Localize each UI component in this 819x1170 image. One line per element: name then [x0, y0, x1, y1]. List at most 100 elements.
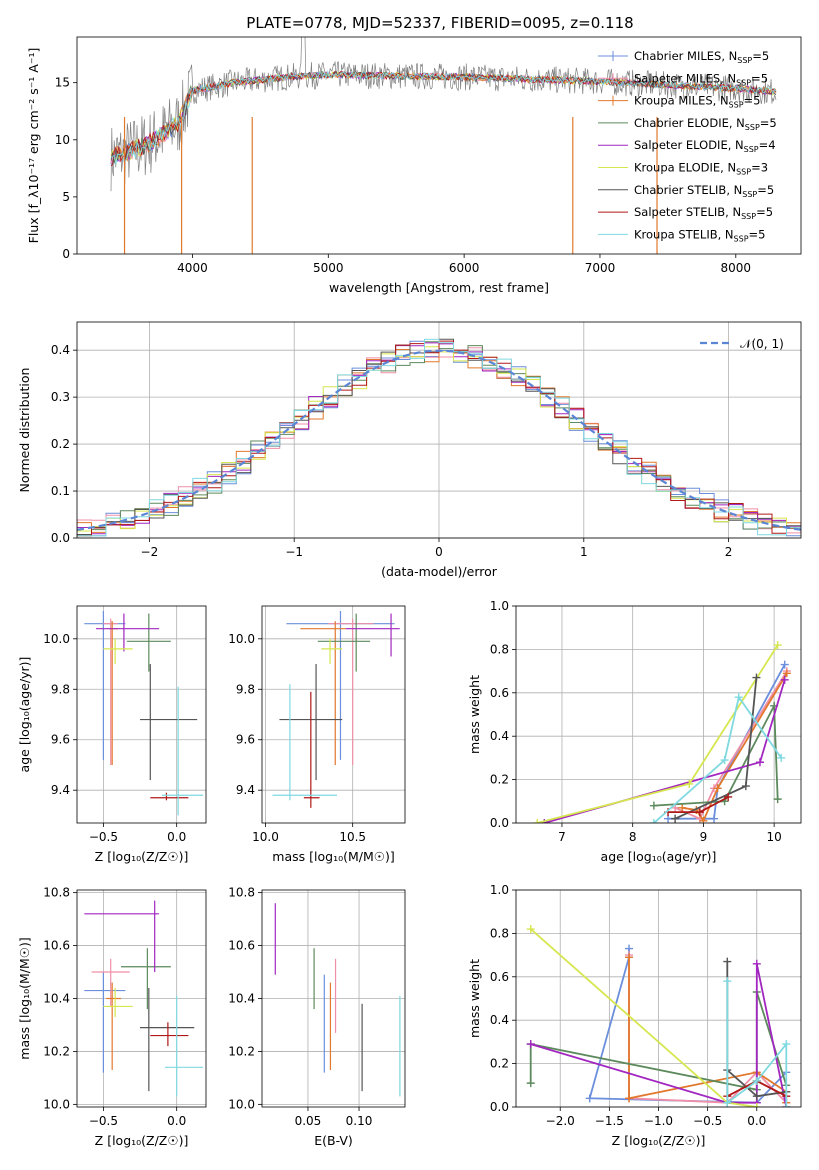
x-tick-label: 2 — [725, 545, 733, 559]
point-marker — [782, 1040, 791, 1049]
y-tick-label: 0.8 — [490, 926, 509, 940]
x-tick-label: −1.5 — [595, 1114, 624, 1128]
point-marker — [724, 792, 733, 801]
errorbar-salpeter-miles — [103, 618, 119, 765]
legend-label: Kroupa ELODIE, NSSP=3 — [634, 161, 768, 177]
point-marker — [526, 925, 535, 934]
axes-frame — [76, 889, 207, 1108]
x-axis-label: mass [log₁₀(M/M☉)] — [272, 849, 394, 864]
x-tick-label: 0.05 — [295, 1114, 322, 1128]
errorbar-chabrier-elodie — [317, 613, 371, 672]
x-tick-label: 10.5 — [339, 830, 366, 844]
y-tick-label: 0 — [62, 247, 70, 261]
y-tick-label: 9.6 — [51, 733, 70, 747]
y-tick-label: 15 — [55, 76, 70, 90]
y-axis-label: mass [log₁₀(M/M☉)] — [17, 937, 32, 1059]
point-marker — [773, 641, 782, 650]
errorbar-kroupa-stelib — [162, 686, 204, 816]
point-marker — [526, 1040, 535, 1049]
errorbar-chabrier-elodie — [126, 613, 171, 672]
x-tick-label: 0.0 — [747, 1114, 766, 1128]
figure-title: PLATE=0778, MJD=52337, FIBERID=0095, z=0… — [246, 14, 633, 32]
y-axis-label: age [log₁₀(age/yr)] — [17, 657, 32, 773]
x-axis-label: age [log₁₀(age/yr)] — [601, 849, 717, 864]
x-axis-label: Z [log₁₀(Z/Z☉)] — [95, 849, 189, 864]
x-tick-label: −0.5 — [89, 1114, 118, 1128]
axes-frame — [76, 321, 802, 539]
point-marker — [625, 1094, 634, 1103]
x-tick-label: 5000 — [313, 261, 344, 275]
x-tick-label: 0.10 — [346, 1114, 373, 1128]
x-tick-label: −1 — [285, 545, 303, 559]
point-marker — [713, 784, 722, 793]
axes-frame — [261, 889, 406, 1108]
legend-label: Salpeter STELIB, NSSP=5 — [634, 205, 773, 221]
y-tick-label: 0.1 — [51, 484, 70, 498]
panel-mass-vs-Z — [73, 890, 206, 1111]
point-marker — [699, 816, 708, 823]
x-axis-label: Z [log₁₀(Z/Z☉)] — [612, 1133, 706, 1148]
y-tick-label: 9.4 — [236, 783, 255, 797]
errorbar-salpeter-stelib — [150, 1022, 189, 1047]
point-marker — [752, 1103, 761, 1107]
series-kroupa-elodie — [530, 928, 757, 1107]
point-marker — [780, 675, 789, 684]
y-tick-label: 10.0 — [43, 632, 70, 646]
y-tick-label: 0.4 — [490, 729, 509, 743]
point-marker — [752, 1092, 761, 1101]
y-tick-label: 9.6 — [236, 733, 255, 747]
panel-age-vs-mass — [258, 606, 405, 827]
x-tick-label: −0.5 — [693, 1114, 722, 1128]
point-marker — [723, 957, 732, 966]
point-marker — [723, 977, 732, 986]
y-tick-label: 5 — [62, 190, 70, 204]
x-tick-label: 6000 — [449, 261, 480, 275]
axes-frame — [76, 36, 802, 255]
y-tick-label: 10.0 — [43, 1097, 70, 1111]
x-tick-label: −1.0 — [644, 1114, 673, 1128]
point-marker — [671, 814, 680, 823]
errorbar-chabrier-miles — [84, 611, 126, 760]
y-tick-label: 10.0 — [228, 1097, 255, 1111]
point-marker — [773, 795, 782, 804]
y-axis-label: mass weight — [467, 675, 482, 754]
panel-age-vs-Z — [73, 606, 206, 827]
panel-residuals — [73, 322, 801, 542]
errorbar-chabrier-elodie — [120, 948, 171, 1010]
errorbar-salpeter-stelib — [303, 691, 320, 808]
y-tick-label: 10.6 — [228, 939, 255, 953]
point-marker — [649, 819, 658, 823]
y-tick-label: 10.2 — [228, 1044, 255, 1058]
y-tick-label: 0.0 — [490, 816, 509, 830]
y-tick-label: 0.6 — [490, 686, 509, 700]
errorbar-kroupa-elodie — [321, 638, 343, 665]
y-axis-label: mass weight — [467, 959, 482, 1038]
point-marker — [685, 779, 694, 788]
series-kroupa-elodie — [536, 644, 779, 823]
point-marker — [723, 1098, 732, 1107]
x-tick-label: 8000 — [721, 261, 752, 275]
point-marker — [533, 819, 542, 823]
x-tick-label: 7000 — [585, 261, 616, 275]
axes-frame — [261, 605, 406, 824]
legend-label: Chabrier STELIB, NSSP=5 — [634, 183, 774, 199]
legend-label: Salpeter ELODIE, NSSP=4 — [634, 138, 776, 154]
x-tick-label: 8 — [629, 830, 637, 844]
errorbar-salpeter-elodie — [345, 613, 400, 657]
series-kroupa-stelib — [110, 69, 777, 165]
legend-label: Salpeter MILES, NSSP=5 — [634, 71, 768, 87]
y-axis-label: Flux [f_λ10⁻¹⁷ erg cm⁻² s⁻¹ A⁻¹] — [26, 48, 41, 244]
point-marker — [752, 1076, 761, 1085]
x-tick-label: 10 — [766, 830, 781, 844]
point-marker — [649, 801, 658, 810]
x-tick-label: −2.0 — [546, 1114, 575, 1128]
y-tick-label: 10.4 — [228, 992, 255, 1006]
point-marker — [695, 808, 704, 817]
errorbar-kroupa-miles — [106, 982, 121, 1070]
point-marker — [678, 803, 687, 812]
y-tick-label: 10.0 — [228, 632, 255, 646]
y-tick-label: 10.6 — [43, 939, 70, 953]
point-marker — [780, 660, 789, 669]
x-tick-label: 7 — [558, 830, 566, 844]
axes-frame — [76, 605, 207, 824]
